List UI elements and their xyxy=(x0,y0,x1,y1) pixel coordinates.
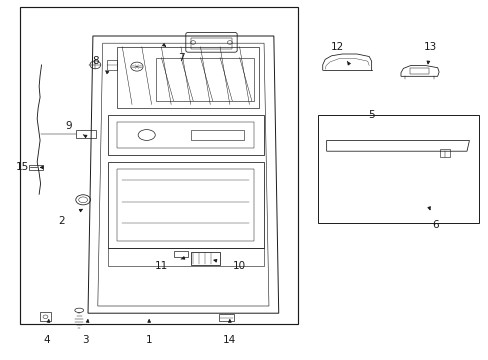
Bar xyxy=(219,314,233,321)
Text: 8: 8 xyxy=(92,56,99,66)
Bar xyxy=(40,312,51,321)
Text: 1: 1 xyxy=(145,335,152,345)
Text: 14: 14 xyxy=(223,335,236,345)
Bar xyxy=(173,251,188,257)
Text: 12: 12 xyxy=(330,42,344,52)
Bar xyxy=(190,38,232,49)
Bar xyxy=(20,7,298,324)
Bar xyxy=(317,115,478,223)
Text: 3: 3 xyxy=(82,335,89,345)
Text: 11: 11 xyxy=(154,261,168,271)
Text: 15: 15 xyxy=(15,162,29,172)
Bar xyxy=(439,149,449,157)
Bar xyxy=(409,68,428,74)
Text: 7: 7 xyxy=(177,53,184,63)
Text: 4: 4 xyxy=(43,335,50,345)
Text: 9: 9 xyxy=(65,121,72,131)
Text: 2: 2 xyxy=(58,216,64,226)
Text: 6: 6 xyxy=(431,220,438,230)
Text: 5: 5 xyxy=(367,110,374,120)
Bar xyxy=(29,165,43,170)
Text: 13: 13 xyxy=(423,42,436,52)
Bar xyxy=(76,130,96,138)
Bar xyxy=(106,60,117,70)
Text: 10: 10 xyxy=(233,261,245,271)
